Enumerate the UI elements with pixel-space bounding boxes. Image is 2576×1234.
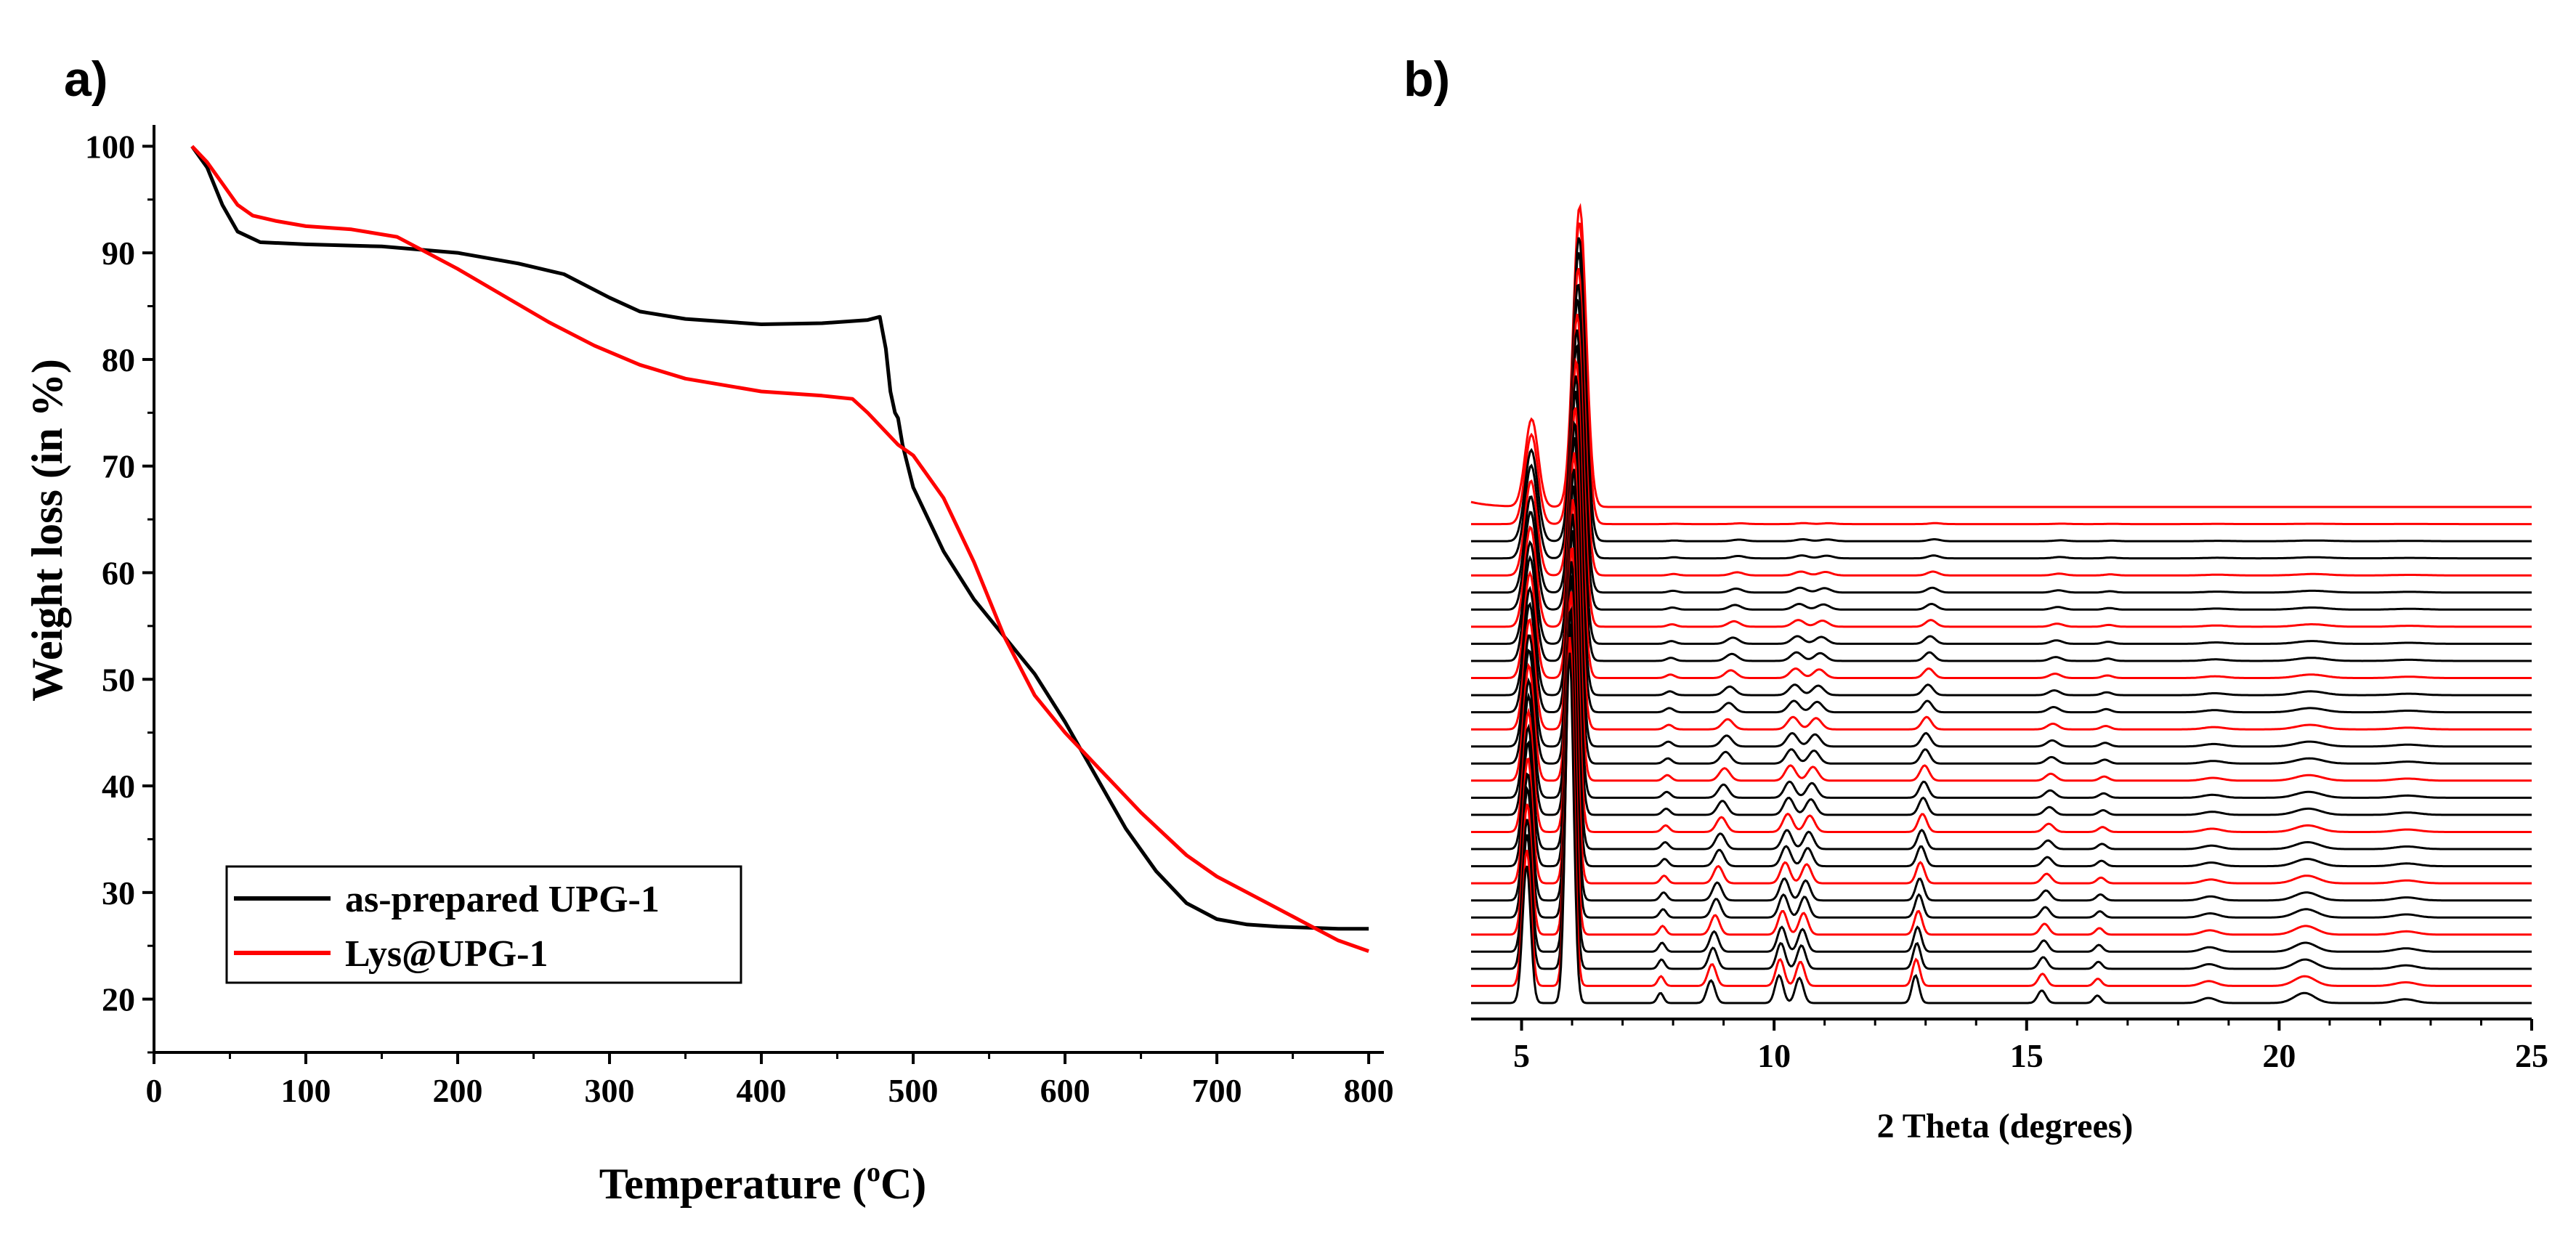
pxrd-trace-2 bbox=[1471, 636, 2532, 987]
y-tick-label: 40 bbox=[102, 768, 135, 805]
x-tick-label: 100 bbox=[281, 1072, 331, 1109]
panel-a-y-axis-label: Weight loss (in %) bbox=[23, 359, 71, 702]
pxrd-trace-3 bbox=[1471, 623, 2532, 970]
legend-label-as-prepared: as-prepared UPG-1 bbox=[345, 879, 660, 920]
pxrd-trace-8 bbox=[1471, 547, 2532, 885]
x-tick-label: 600 bbox=[1040, 1072, 1090, 1109]
pxrd-trace-20 bbox=[1471, 357, 2532, 679]
pxrd-trace-30 bbox=[1470, 203, 2532, 508]
x-tick-label: 0 bbox=[146, 1072, 163, 1109]
x-tick-label: 500 bbox=[888, 1072, 939, 1109]
panel-a-series bbox=[190, 145, 1369, 953]
y-tick-label: 60 bbox=[102, 554, 135, 591]
x-tick-label: 200 bbox=[433, 1072, 483, 1109]
panel-a-label: a) bbox=[64, 52, 108, 107]
panel-b-ticks: 5 10 15 20 25 bbox=[1513, 1019, 2548, 1074]
x-tick-label: 400 bbox=[737, 1072, 787, 1109]
pxrd-trace-17 bbox=[1471, 407, 2532, 731]
x-tick-label: 300 bbox=[585, 1072, 635, 1109]
y-tick-label: 30 bbox=[102, 874, 135, 912]
b-x-tick-label: 20 bbox=[2262, 1037, 2296, 1074]
pxrd-trace-15 bbox=[1471, 437, 2532, 765]
pxrd-trace-28 bbox=[1471, 237, 2532, 543]
legend-label-lys: Lys@UPG-1 bbox=[345, 933, 548, 975]
pxrd-trace-14 bbox=[1471, 452, 2532, 782]
y-tick-label: 20 bbox=[102, 981, 135, 1018]
y-tick-label: 100 bbox=[85, 128, 135, 165]
pxrd-trace-18 bbox=[1471, 391, 2532, 714]
pxrd-trace-27 bbox=[1471, 252, 2532, 560]
pxrd-trace-13 bbox=[1471, 468, 2532, 799]
b-x-tick-label: 5 bbox=[1513, 1037, 1530, 1074]
x-tick-label: 700 bbox=[1192, 1072, 1242, 1109]
panel-a-ticks: 0 100 200 300 400 500 600 700 800 20 30 40 50 60 70 80 9… bbox=[85, 128, 1394, 1109]
panel-a-legend: as-prepared UPG-1 Lys@UPG-1 bbox=[225, 865, 742, 984]
series-line-lys-upg-1 bbox=[190, 145, 1369, 953]
pxrd-trace-23 bbox=[1471, 314, 2532, 628]
pxrd-trace-26 bbox=[1471, 267, 2532, 577]
pxrd-trace-12 bbox=[1471, 484, 2532, 816]
pxrd-trace-5 bbox=[1471, 591, 2532, 936]
x-tick-label: 800 bbox=[1344, 1072, 1394, 1109]
pxrd-trace-11 bbox=[1471, 499, 2532, 833]
legend-box bbox=[225, 865, 742, 984]
panel-b-x-axis-label: 2 Theta (degrees) bbox=[1877, 1107, 2134, 1145]
pxrd-trace-16 bbox=[1471, 420, 2532, 748]
pxrd-trace-21 bbox=[1471, 344, 2532, 662]
y-tick-label: 50 bbox=[102, 661, 135, 698]
panel-b-pxrd-chart: b) 5 10 15 20 25 2 Theta (degrees) bbox=[1404, 52, 2548, 1145]
panel-a-tga-chart: a) 0 100 200 300 400 500 600 700 800 20 30 40 50 60 70… bbox=[23, 52, 1394, 1208]
y-tick-label: 70 bbox=[102, 448, 135, 485]
y-tick-label: 90 bbox=[102, 235, 135, 272]
pxrd-trace-29 bbox=[1471, 222, 2532, 526]
panel-a-axes bbox=[153, 125, 1384, 1054]
pxrd-trace-7 bbox=[1471, 561, 2532, 902]
pxrd-trace-1 bbox=[1471, 652, 2532, 1004]
panel-a-x-axis-label: Temperature (oC) bbox=[599, 1157, 927, 1208]
b-x-tick-label: 15 bbox=[2010, 1037, 2044, 1074]
pxrd-trace-22 bbox=[1471, 329, 2532, 645]
b-x-tick-label: 25 bbox=[2515, 1037, 2548, 1074]
pxrd-trace-25 bbox=[1471, 283, 2532, 594]
pxrd-trace-4 bbox=[1471, 606, 2532, 953]
pxrd-trace-6 bbox=[1471, 575, 2532, 919]
y-tick-label: 80 bbox=[102, 341, 135, 378]
panel-b-label: b) bbox=[1404, 52, 1450, 107]
pxrd-trace-19 bbox=[1471, 375, 2532, 697]
series-line-as-prepared-upg-1 bbox=[190, 145, 1369, 931]
pxrd-trace-24 bbox=[1471, 299, 2532, 611]
panel-b-stacked-traces bbox=[1470, 203, 2532, 1004]
pxrd-trace-9 bbox=[1471, 529, 2532, 868]
pxrd-trace-10 bbox=[1471, 514, 2532, 851]
b-x-tick-label: 10 bbox=[1757, 1037, 1791, 1074]
